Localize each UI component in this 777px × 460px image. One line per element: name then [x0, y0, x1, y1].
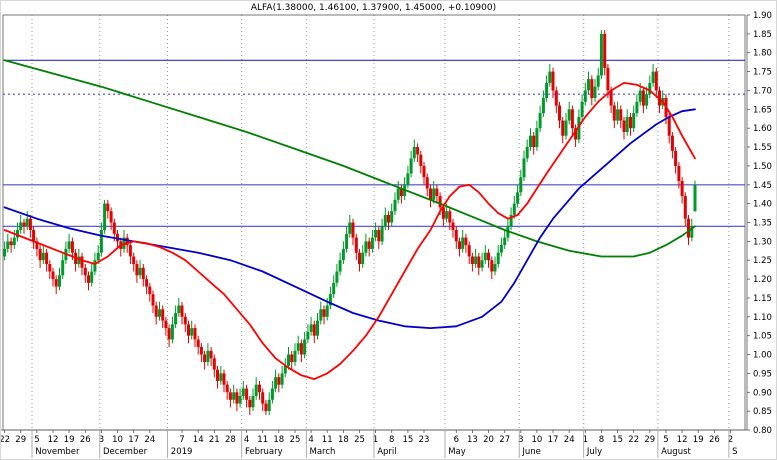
ma-long-green — [3, 59, 696, 258]
svg-text:3: 3 — [518, 435, 523, 445]
svg-text:18: 18 — [273, 435, 284, 445]
svg-text:1.25: 1.25 — [753, 256, 772, 266]
svg-text:12: 12 — [677, 435, 688, 445]
svg-text:11: 11 — [322, 435, 333, 445]
svg-text:December: December — [103, 447, 148, 457]
svg-text:8: 8 — [599, 435, 604, 445]
svg-text:2019: 2019 — [171, 447, 193, 457]
svg-text:23: 23 — [419, 435, 430, 445]
svg-text:24: 24 — [564, 435, 575, 445]
svg-text:May: May — [448, 447, 466, 457]
svg-text:April: April — [377, 447, 396, 457]
svg-text:13: 13 — [467, 435, 478, 445]
svg-text:2: 2 — [728, 435, 733, 445]
moving-averages — [3, 59, 696, 381]
x-axis: 2229512192631017247142128411182541118251… — [1, 429, 747, 458]
svg-text:1.15: 1.15 — [753, 294, 772, 304]
svg-text:10: 10 — [112, 435, 123, 445]
svg-text:18: 18 — [338, 435, 349, 445]
svg-text:27: 27 — [499, 435, 510, 445]
svg-text:17: 17 — [548, 435, 559, 445]
svg-text:22: 22 — [628, 435, 639, 445]
svg-text:15: 15 — [612, 435, 623, 445]
svg-text:29: 29 — [15, 435, 26, 445]
svg-text:1.50: 1.50 — [753, 162, 772, 172]
svg-text:12: 12 — [48, 435, 59, 445]
svg-text:25: 25 — [354, 435, 365, 445]
svg-text:3: 3 — [99, 435, 104, 445]
svg-text:28: 28 — [225, 435, 236, 445]
svg-text:7: 7 — [179, 435, 184, 445]
svg-text:0.80: 0.80 — [753, 426, 772, 436]
svg-text:November: November — [35, 447, 80, 457]
ma-short-red — [3, 82, 696, 381]
svg-text:0.90: 0.90 — [753, 388, 772, 398]
svg-text:1.85: 1.85 — [753, 30, 772, 40]
svg-text:June: June — [521, 447, 541, 457]
svg-text:1.45: 1.45 — [753, 181, 772, 191]
svg-text:August: August — [661, 447, 691, 457]
svg-text:4: 4 — [244, 435, 249, 445]
svg-text:5: 5 — [663, 435, 668, 445]
svg-text:0.85: 0.85 — [753, 407, 772, 417]
svg-text:15: 15 — [402, 435, 413, 445]
svg-text:S: S — [732, 447, 737, 457]
svg-text:10: 10 — [531, 435, 542, 445]
svg-text:1.35: 1.35 — [753, 219, 772, 229]
svg-text:1.55: 1.55 — [753, 143, 772, 153]
svg-text:0.95: 0.95 — [753, 369, 772, 379]
svg-text:1.40: 1.40 — [753, 200, 772, 210]
svg-text:26: 26 — [709, 435, 720, 445]
svg-text:6: 6 — [454, 435, 459, 445]
svg-text:22: 22 — [1, 435, 10, 445]
svg-text:5: 5 — [34, 435, 39, 445]
svg-text:1.70: 1.70 — [753, 87, 772, 97]
svg-text:29: 29 — [644, 435, 655, 445]
svg-text:8: 8 — [389, 435, 394, 445]
svg-text:24: 24 — [144, 435, 155, 445]
svg-text:1.00: 1.00 — [753, 351, 772, 361]
svg-text:19: 19 — [693, 435, 704, 445]
svg-text:25: 25 — [290, 435, 301, 445]
month-gridlines — [31, 15, 730, 430]
svg-text:1.20: 1.20 — [753, 275, 772, 285]
svg-text:14: 14 — [193, 435, 204, 445]
chart-title: ALFA(1.38000, 1.46100, 1.37900, 1.45000,… — [250, 3, 497, 13]
svg-text:26: 26 — [80, 435, 91, 445]
svg-text:1.30: 1.30 — [753, 237, 772, 247]
candlestick-series — [3, 30, 697, 415]
svg-text:March: March — [310, 447, 336, 457]
svg-text:1: 1 — [373, 435, 378, 445]
svg-text:21: 21 — [209, 435, 220, 445]
ma-medium-blue — [3, 108, 696, 330]
svg-text:11: 11 — [257, 435, 268, 445]
svg-text:1.60: 1.60 — [753, 124, 772, 134]
svg-text:July: July — [586, 447, 602, 457]
svg-text:1: 1 — [583, 435, 588, 445]
svg-text:1.90: 1.90 — [753, 11, 772, 21]
svg-text:17: 17 — [128, 435, 139, 445]
svg-text:1.10: 1.10 — [753, 313, 772, 323]
svg-text:1.75: 1.75 — [753, 68, 772, 78]
svg-text:1.05: 1.05 — [753, 332, 772, 342]
svg-text:20: 20 — [483, 435, 494, 445]
y-axis: 1.90 1.85 1.80 1.75 1.70 1.65 1.60 1.55 1.50 1.45… — [746, 11, 772, 436]
svg-text:February: February — [245, 447, 283, 457]
svg-text:19: 19 — [64, 435, 75, 445]
svg-text:1.65: 1.65 — [753, 105, 772, 115]
level-lines — [3, 59, 745, 227]
svg-text:4: 4 — [308, 435, 313, 445]
svg-text:1.80: 1.80 — [753, 49, 772, 59]
